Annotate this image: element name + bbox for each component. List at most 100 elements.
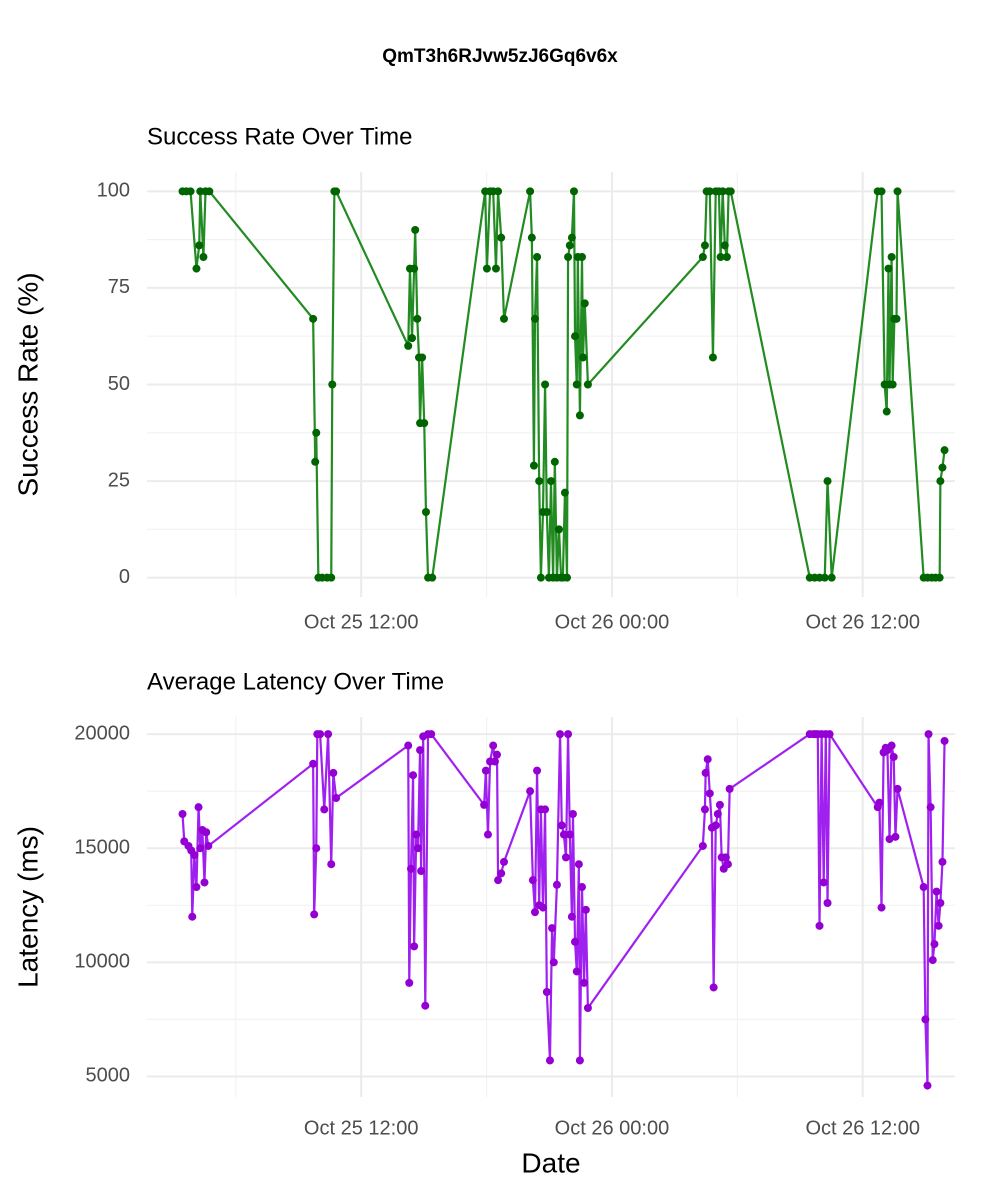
data-point [567, 912, 576, 921]
y-tick-label: 5000 [86, 1065, 131, 1087]
data-point [938, 463, 947, 472]
data-point [309, 314, 318, 323]
data-point [205, 187, 214, 196]
data-point [940, 736, 949, 745]
y-axis-label: Latency (ms) [12, 826, 43, 988]
data-point [709, 983, 718, 992]
data-point [494, 187, 503, 196]
x-tick-label: Oct 26 00:00 [555, 1117, 670, 1139]
x-tick-label: Oct 26 12:00 [805, 611, 920, 633]
data-point [564, 253, 573, 261]
data-point [820, 573, 829, 582]
data-point [825, 730, 834, 739]
data-point [491, 264, 500, 273]
data-point [555, 525, 564, 534]
data-point [556, 730, 565, 739]
x-tick-label: Oct 26 00:00 [555, 611, 670, 633]
data-point [705, 187, 714, 196]
data-point [541, 805, 550, 814]
data-point [711, 821, 720, 830]
data-point [526, 787, 535, 796]
x-tick-label: Oct 26 12:00 [805, 1117, 920, 1139]
data-point [536, 573, 545, 582]
y-tick-label: 15000 [74, 837, 130, 859]
data-point [530, 314, 539, 323]
data-point [583, 380, 592, 389]
data-point [497, 869, 506, 878]
data-point [412, 830, 421, 839]
x-axis-label: Date [521, 1147, 580, 1178]
data-point [722, 253, 731, 261]
data-point [823, 477, 832, 486]
data-point [726, 187, 735, 196]
data-point [199, 253, 208, 261]
data-point [875, 798, 884, 807]
data-point [528, 876, 537, 885]
data-point [720, 241, 729, 250]
data-point [549, 958, 558, 967]
data-point [926, 803, 935, 812]
data-point [715, 800, 724, 809]
data-point [490, 757, 499, 766]
data-point [483, 830, 492, 839]
data-point [889, 752, 898, 761]
data-point [547, 477, 555, 486]
data-point [936, 899, 945, 908]
data-point [194, 803, 203, 812]
data-point [310, 910, 319, 919]
data-point [493, 750, 502, 759]
data-point [887, 253, 896, 261]
data-point [529, 461, 538, 470]
data-point [572, 967, 581, 976]
data-point [186, 187, 195, 196]
data-point [542, 508, 551, 516]
y-tick-label: 20000 [74, 722, 130, 744]
data-point [930, 940, 939, 949]
data-point [928, 956, 937, 965]
data-point [560, 488, 569, 497]
y-axis-label: Success Rate (%) [12, 272, 43, 496]
data-point [494, 876, 503, 885]
data-point [819, 878, 828, 887]
data-point [202, 828, 211, 837]
data-point [404, 341, 413, 350]
data-point [188, 912, 197, 921]
data-point [316, 730, 325, 739]
data-point [725, 784, 734, 793]
data-point [552, 880, 561, 889]
data-point [932, 887, 941, 896]
data-point [324, 730, 333, 739]
data-point [893, 784, 902, 793]
y-tick-label: 75 [108, 276, 130, 298]
data-point [332, 794, 341, 803]
data-point [533, 253, 542, 261]
data-point [404, 741, 413, 750]
data-point [893, 187, 902, 196]
data-point [718, 187, 727, 196]
panel-title: Success Rate Over Time [147, 123, 412, 150]
data-point [583, 1003, 592, 1012]
data-point [416, 746, 425, 755]
data-point [823, 899, 832, 908]
data-point [923, 1081, 932, 1090]
data-point [481, 766, 490, 775]
data-point [200, 878, 209, 887]
series-line [181, 730, 946, 1086]
data-point [559, 830, 568, 839]
data-point [568, 809, 577, 818]
data-point [884, 264, 893, 273]
data-point [480, 800, 489, 809]
data-point [940, 446, 949, 455]
data-point [938, 857, 947, 866]
y-tick-label: 100 [97, 180, 130, 202]
data-point [550, 457, 559, 466]
data-point [569, 187, 578, 196]
data-point [545, 1056, 554, 1065]
data-point [406, 864, 415, 873]
data-point [934, 921, 943, 930]
data-point [410, 264, 419, 273]
data-point [705, 789, 714, 798]
data-point [567, 233, 576, 242]
data-point [409, 771, 418, 780]
panel-title: Average Latency Over Time [147, 668, 444, 695]
